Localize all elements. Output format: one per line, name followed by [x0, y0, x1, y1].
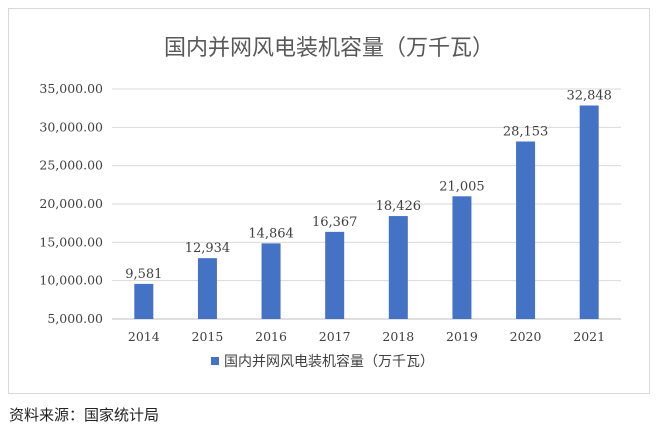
chart-frame: 国内并网风电装机容量（万千瓦） 5,000.00 10,000.00 15,000.… — [8, 8, 650, 394]
bar — [516, 141, 536, 319]
data-label: 16,367 — [312, 215, 358, 230]
bar — [325, 231, 345, 319]
data-label: 9,581 — [125, 267, 162, 282]
x-tick-label: 2021 — [573, 329, 605, 344]
bar — [197, 258, 217, 319]
legend-label: 国内并网风电装机容量（万千瓦） — [224, 353, 434, 370]
x-tick-label: 2020 — [510, 329, 542, 344]
legend: 国内并网风电装机容量（万千瓦） — [211, 353, 434, 370]
x-tick-label: 2019 — [446, 329, 478, 344]
gridlines — [112, 88, 621, 320]
chart-title: 国内并网风电装机容量（万千瓦） — [164, 36, 494, 61]
data-label: 21,005 — [439, 179, 485, 194]
y-axis-ticks: 5,000.00 10,000.00 15,000.00 20,000.00 25,00… — [39, 81, 103, 326]
x-tick-label: 2018 — [382, 329, 414, 344]
y-tick-label: 5,000.00 — [47, 311, 103, 326]
data-label: 14,864 — [248, 226, 294, 241]
data-label: 18,426 — [376, 199, 422, 214]
x-tick-label: 2015 — [192, 329, 224, 344]
data-label: 28,153 — [503, 124, 549, 139]
x-tick-label: 2014 — [128, 329, 160, 344]
legend-swatch — [211, 357, 219, 365]
x-tick-label: 2016 — [255, 329, 287, 344]
y-tick-label: 15,000.00 — [39, 234, 103, 249]
y-tick-label: 30,000.00 — [39, 119, 103, 134]
bars — [134, 105, 599, 320]
y-tick-label: 20,000.00 — [39, 196, 103, 211]
bar — [579, 105, 599, 320]
bar — [452, 196, 472, 319]
y-tick-label: 25,000.00 — [39, 158, 103, 173]
x-tick-label: 2017 — [319, 329, 351, 344]
data-label: 32,848 — [566, 88, 612, 103]
x-axis-ticks: 2014 2015 2016 2017 2018 2019 2020 2021 — [128, 329, 605, 344]
data-labels: 9,581 12,934 14,864 16,367 18,426 21,005 28,15… — [125, 88, 612, 281]
data-label: 12,934 — [185, 241, 231, 256]
source-note: 资料来源：国家统计局 — [9, 406, 160, 424]
bar — [261, 243, 281, 319]
bar — [388, 216, 408, 319]
bar — [134, 283, 154, 319]
bar-chart: 国内并网风电装机容量（万千瓦） 5,000.00 10,000.00 15,000.… — [39, 36, 621, 370]
y-tick-label: 10,000.00 — [39, 273, 103, 288]
y-tick-label: 35,000.00 — [39, 81, 103, 96]
